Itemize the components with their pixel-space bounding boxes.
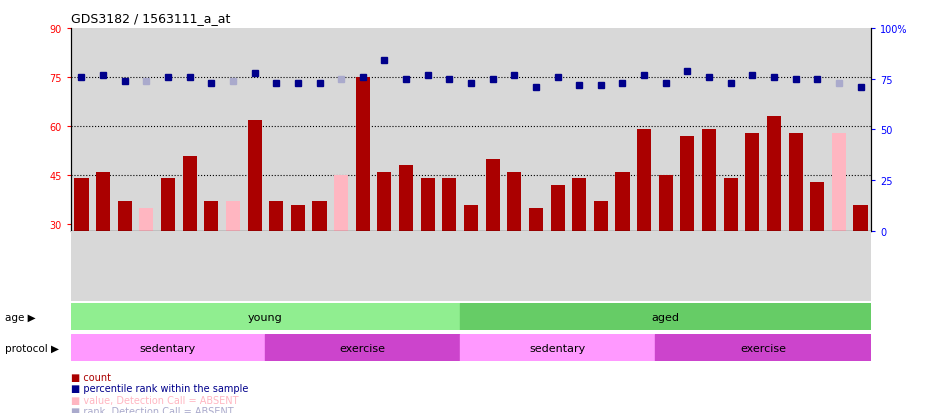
Bar: [550, 185, 564, 231]
Bar: [71, 335, 266, 361]
Bar: [655, 335, 871, 361]
Bar: [183, 156, 197, 231]
Text: GSM230387: GSM230387: [466, 235, 476, 286]
Text: ■ count: ■ count: [71, 372, 110, 382]
Bar: [204, 202, 219, 231]
Text: sedentary: sedentary: [529, 343, 586, 353]
Text: GSM230403: GSM230403: [791, 235, 800, 285]
Text: GSM230401: GSM230401: [748, 235, 756, 285]
Bar: [528, 209, 543, 231]
Bar: [443, 179, 456, 231]
Text: GSM230405: GSM230405: [835, 235, 843, 285]
Text: GSM230399: GSM230399: [705, 235, 713, 285]
Text: sedentary: sedentary: [140, 343, 196, 353]
Text: GSM230423: GSM230423: [380, 235, 389, 285]
Bar: [486, 159, 499, 231]
Bar: [745, 133, 759, 231]
Bar: [788, 133, 803, 231]
Text: GSM230414: GSM230414: [207, 235, 216, 285]
Text: GSM230412: GSM230412: [164, 235, 172, 285]
Bar: [161, 179, 175, 231]
Bar: [226, 202, 240, 231]
Bar: [266, 335, 461, 361]
Text: GSM230422: GSM230422: [358, 235, 367, 285]
Bar: [356, 78, 370, 231]
Text: GSM230415: GSM230415: [229, 235, 237, 285]
Bar: [248, 120, 262, 231]
Bar: [421, 179, 435, 231]
Text: GSM230426: GSM230426: [445, 235, 454, 285]
Text: GSM230413: GSM230413: [186, 235, 194, 285]
Bar: [593, 202, 608, 231]
Text: GSM230394: GSM230394: [618, 235, 627, 285]
Text: GSM230406: GSM230406: [856, 235, 865, 285]
Text: GSM230409: GSM230409: [99, 235, 107, 285]
Text: exercise: exercise: [740, 343, 787, 353]
Text: GSM230420: GSM230420: [315, 235, 324, 285]
Text: GSM230390: GSM230390: [531, 235, 541, 285]
Text: GSM230421: GSM230421: [336, 235, 346, 285]
Bar: [853, 205, 868, 231]
Bar: [139, 209, 154, 231]
Bar: [461, 304, 871, 330]
Bar: [723, 179, 738, 231]
Bar: [291, 205, 305, 231]
Text: GSM230425: GSM230425: [423, 235, 432, 285]
Text: GSM230400: GSM230400: [726, 235, 735, 285]
Bar: [464, 205, 478, 231]
Text: exercise: exercise: [340, 343, 386, 353]
Text: GSM230410: GSM230410: [121, 235, 129, 285]
Bar: [615, 173, 629, 231]
Text: GSM230419: GSM230419: [293, 235, 302, 285]
Text: GSM230402: GSM230402: [770, 235, 778, 285]
Text: aged: aged: [652, 312, 680, 322]
Bar: [767, 117, 781, 231]
Bar: [637, 130, 651, 231]
Bar: [118, 202, 132, 231]
Text: ■ rank, Detection Call = ABSENT: ■ rank, Detection Call = ABSENT: [71, 406, 234, 413]
Bar: [680, 137, 694, 231]
Bar: [71, 304, 461, 330]
Bar: [74, 179, 89, 231]
Bar: [399, 166, 414, 231]
Text: age ▶: age ▶: [5, 312, 36, 322]
Text: ■ percentile rank within the sample: ■ percentile rank within the sample: [71, 383, 248, 393]
Text: GSM230424: GSM230424: [401, 235, 411, 285]
Text: GSM230393: GSM230393: [596, 235, 606, 285]
Text: GSM230391: GSM230391: [553, 235, 562, 285]
Text: ■ value, Detection Call = ABSENT: ■ value, Detection Call = ABSENT: [71, 395, 238, 405]
Bar: [702, 130, 716, 231]
Bar: [507, 173, 521, 231]
Bar: [378, 173, 392, 231]
Text: GSM230392: GSM230392: [575, 235, 584, 285]
Text: GSM230398: GSM230398: [683, 235, 692, 285]
Text: GSM230408: GSM230408: [77, 235, 86, 285]
Text: GSM230416: GSM230416: [250, 235, 259, 285]
Bar: [461, 335, 655, 361]
Text: GSM230369: GSM230369: [510, 235, 519, 285]
Bar: [810, 182, 824, 231]
Text: GSM230388: GSM230388: [488, 235, 497, 286]
Text: GSM230404: GSM230404: [813, 235, 821, 285]
Bar: [832, 133, 846, 231]
Bar: [96, 173, 110, 231]
Text: protocol ▶: protocol ▶: [5, 343, 58, 353]
Text: young: young: [248, 312, 283, 322]
Bar: [269, 202, 284, 231]
Text: GSM230411: GSM230411: [142, 235, 151, 285]
Bar: [658, 176, 673, 231]
Bar: [313, 202, 327, 231]
Text: GSM230417: GSM230417: [271, 235, 281, 285]
Bar: [334, 176, 349, 231]
Text: GDS3182 / 1563111_a_at: GDS3182 / 1563111_a_at: [71, 12, 230, 25]
Text: GSM230396: GSM230396: [661, 235, 671, 285]
Bar: [572, 179, 586, 231]
Text: GSM230395: GSM230395: [640, 235, 649, 285]
